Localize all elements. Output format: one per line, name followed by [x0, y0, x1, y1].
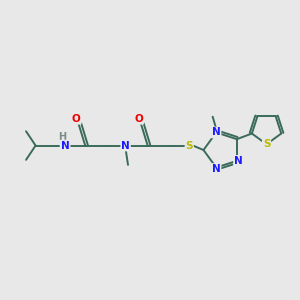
Text: N: N [212, 164, 220, 174]
Text: N: N [61, 140, 70, 151]
Text: H: H [58, 132, 66, 142]
Text: N: N [212, 128, 220, 137]
Text: O: O [72, 114, 81, 124]
Text: O: O [134, 114, 143, 124]
Text: N: N [234, 156, 243, 166]
Text: N: N [121, 140, 130, 151]
Text: S: S [185, 140, 193, 151]
Text: S: S [263, 139, 270, 149]
